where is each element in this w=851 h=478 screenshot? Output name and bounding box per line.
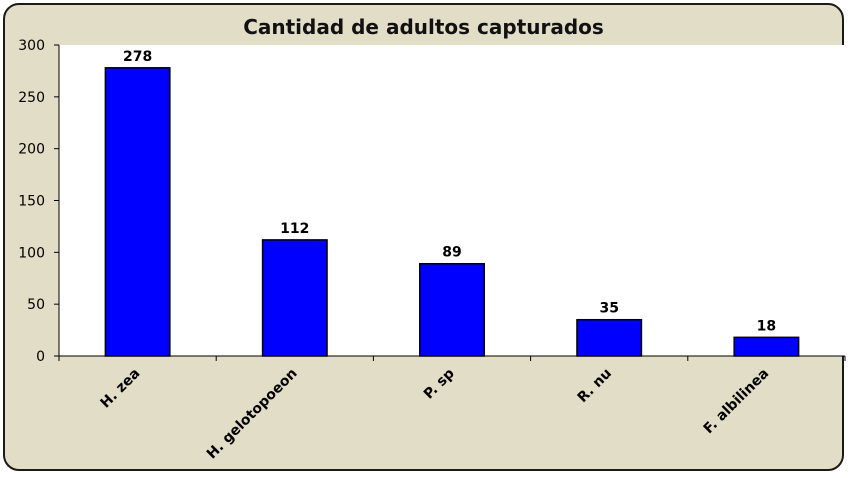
y-tick-label: 0 bbox=[36, 349, 45, 365]
bar bbox=[419, 262, 485, 357]
category-labels: H. zea H. gelotopoeon P. sp R. nu F. albilin… bbox=[97, 366, 772, 463]
bars bbox=[104, 67, 800, 357]
y-tick-label: 250 bbox=[18, 90, 45, 106]
category-label: R. nu bbox=[575, 366, 615, 406]
category-label: F. albilinea bbox=[701, 366, 773, 438]
y-tick-label: 50 bbox=[27, 297, 45, 313]
data-label: 278 bbox=[123, 49, 152, 65]
data-label: 89 bbox=[442, 245, 461, 261]
y-tick-label: 150 bbox=[18, 194, 45, 210]
y-tick-label: 100 bbox=[18, 245, 45, 261]
y-tick-label: 200 bbox=[18, 142, 45, 158]
category-label: H. gelotopoeon bbox=[204, 366, 301, 463]
chart-title: Cantidad de adultos capturados bbox=[243, 15, 604, 39]
y-axis: 0 50 100 150 200 250 300 bbox=[18, 38, 60, 365]
data-labels: 278 112 89 35 18 bbox=[123, 49, 776, 335]
data-label: 112 bbox=[280, 221, 309, 237]
category-label: H. zea bbox=[97, 366, 143, 412]
y-tick-label: 300 bbox=[18, 38, 45, 54]
bar bbox=[104, 67, 171, 357]
category-label: P. sp bbox=[421, 366, 458, 403]
data-label: 35 bbox=[599, 301, 618, 317]
bar bbox=[261, 239, 328, 357]
bar bbox=[733, 336, 800, 357]
data-label: 18 bbox=[757, 318, 776, 334]
bar bbox=[576, 318, 643, 357]
